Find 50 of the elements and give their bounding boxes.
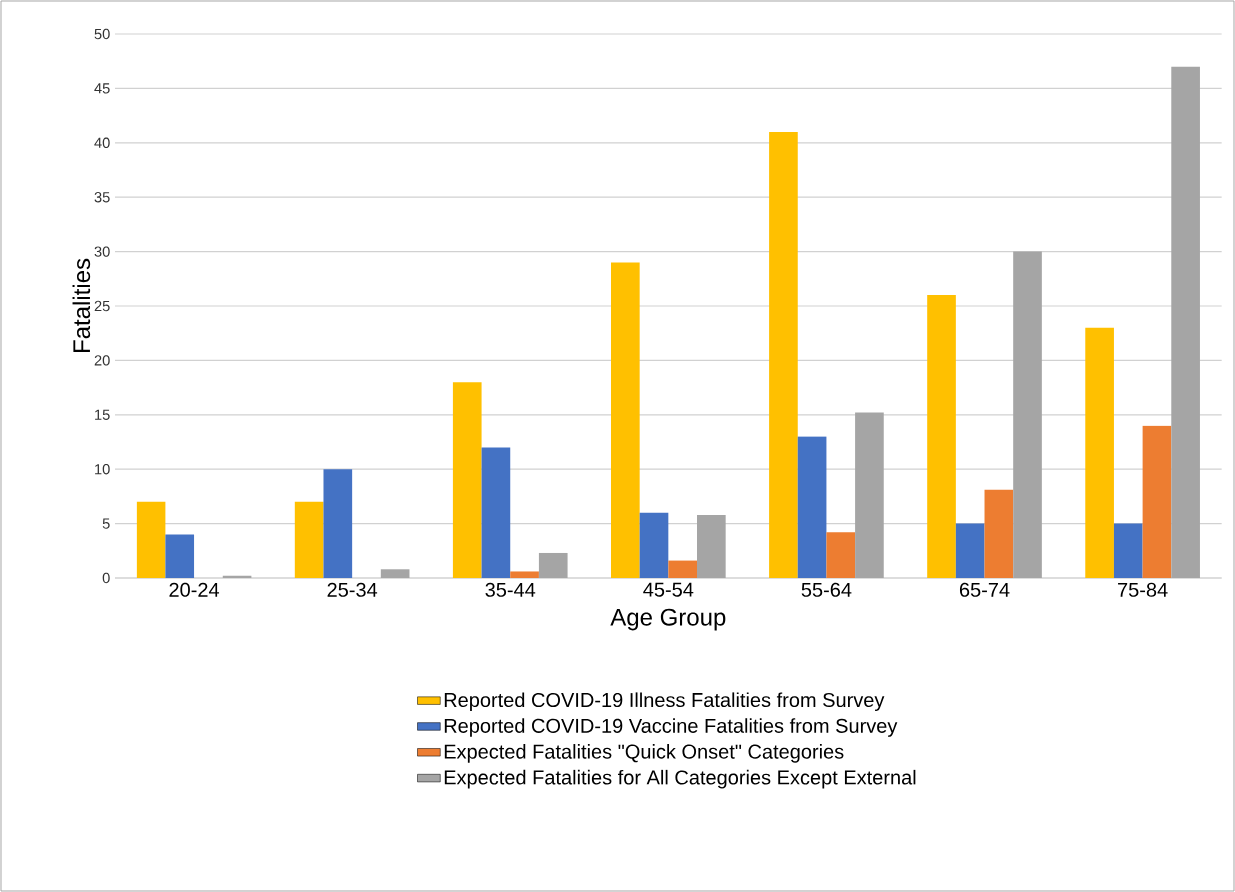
y-axis-title: Fatalities [72, 258, 91, 353]
y-tick-label: 5 [102, 518, 110, 529]
y-tick-label: 0 [102, 572, 110, 584]
y-tick-label: 10 [95, 464, 110, 475]
y-tick-label: 35 [94, 192, 110, 203]
y-tick-label: 25 [94, 300, 110, 312]
bar [136, 501, 166, 578]
bar [668, 560, 697, 578]
bar [797, 436, 827, 578]
bar [1085, 327, 1114, 578]
bar [927, 295, 956, 578]
bar [955, 523, 985, 578]
bar [165, 534, 195, 578]
x-tick-label: 65-74 [959, 582, 1010, 597]
legend-label: Reported COVID-19 Vaccine Fatalities from Survey [444, 718, 898, 737]
y-tick-label: 30 [94, 246, 110, 257]
bar [323, 469, 353, 578]
bar [222, 575, 252, 578]
bar [452, 382, 482, 578]
bar [826, 532, 856, 578]
legend-label: Expected Fatalities "Quick Onset" Categories [444, 744, 844, 763]
y-tick-label: 15 [95, 409, 110, 420]
y-tick-label: 40 [94, 137, 110, 148]
legend-label: Expected Fatalities for All Categories Except External [444, 769, 916, 789]
bar [1013, 251, 1042, 578]
bar [481, 447, 511, 578]
x-axis-title: Age Group [610, 608, 726, 631]
x-tick-label: 25-34 [327, 582, 378, 597]
bar [1113, 523, 1143, 578]
bar [697, 514, 726, 578]
x-tick-label: 45-54 [643, 582, 694, 597]
bar [1171, 66, 1200, 578]
bar [380, 569, 410, 578]
x-tick-label: 20-24 [169, 582, 220, 597]
bar [611, 262, 640, 578]
bar [639, 512, 669, 578]
y-tick-label: 45 [94, 83, 110, 94]
y-tick-label: 20 [94, 355, 110, 366]
x-tick-label: 75-84 [1118, 582, 1168, 597]
bar [984, 489, 1014, 578]
bar [538, 552, 568, 578]
bar [510, 571, 539, 578]
bar [855, 412, 884, 578]
bar [294, 501, 324, 578]
x-tick-label: 55-64 [801, 582, 852, 597]
y-tick-label: 50 [94, 28, 110, 40]
x-tick-label: 35-44 [485, 582, 536, 597]
bar [1142, 425, 1172, 578]
bar [769, 131, 798, 578]
legend-label: Reported COVID-19 Illness Fatalities from Survey [444, 692, 885, 712]
